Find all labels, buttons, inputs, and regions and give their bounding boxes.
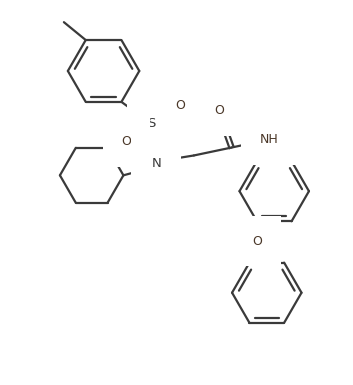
Text: S: S — [147, 117, 155, 130]
Text: N: N — [151, 157, 161, 170]
Text: O: O — [215, 104, 225, 117]
Text: O: O — [121, 135, 131, 148]
Text: NH: NH — [260, 133, 279, 146]
Text: O: O — [175, 99, 185, 112]
Text: O: O — [252, 234, 262, 248]
